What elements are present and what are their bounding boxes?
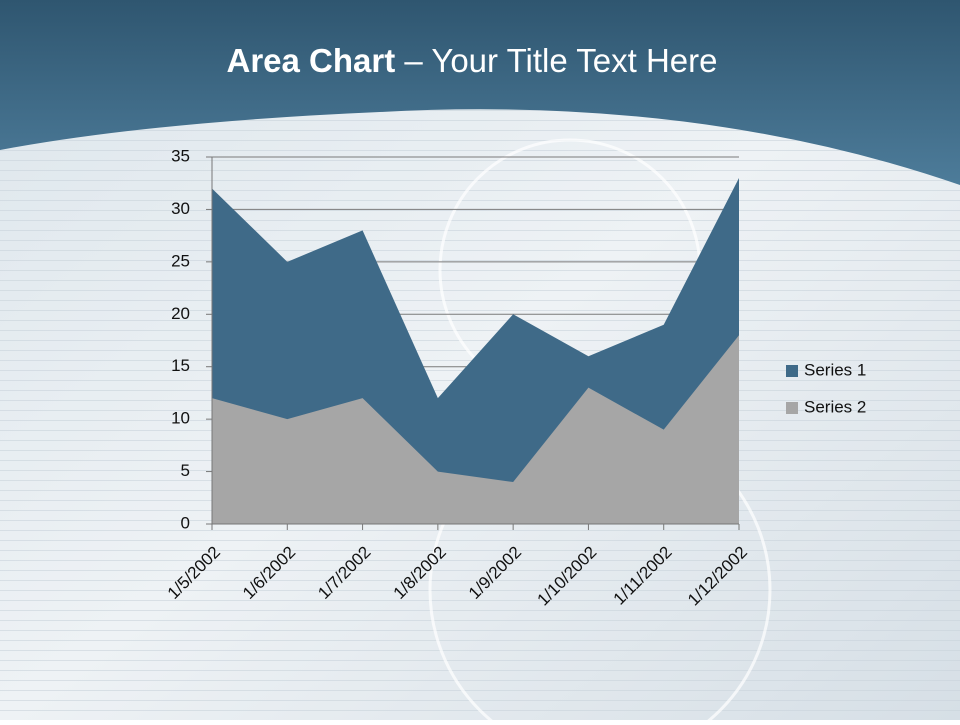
y-tick-label: 20	[171, 304, 190, 323]
header-band	[0, 0, 960, 185]
y-tick-label: 0	[181, 513, 190, 532]
y-tick-label: 10	[171, 409, 190, 428]
area	[212, 335, 739, 524]
legend-label: Series 1	[804, 360, 866, 379]
slide-title: Area Chart – Your Title Text Here	[227, 42, 718, 79]
title-bold: Area Chart	[227, 42, 396, 79]
y-tick-label: 15	[171, 356, 190, 375]
y-tick-label: 25	[171, 251, 190, 270]
legend-swatch	[786, 365, 798, 377]
legend-swatch	[786, 402, 798, 414]
y-tick-label: 30	[171, 199, 190, 218]
y-tick-label: 35	[171, 146, 190, 165]
legend-label: Series 2	[804, 397, 866, 416]
y-tick-label: 5	[181, 461, 190, 480]
title-rest: – Your Title Text Here	[404, 42, 717, 79]
